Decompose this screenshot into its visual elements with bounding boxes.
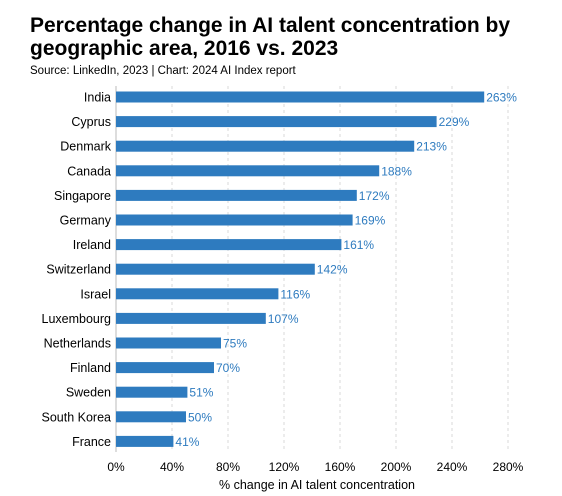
bar — [116, 116, 437, 128]
bar — [116, 435, 174, 447]
category-label: France — [72, 435, 111, 449]
bar — [116, 386, 188, 398]
bar — [116, 189, 357, 201]
value-label: 188% — [381, 164, 412, 178]
x-axis-ticks: 0% 40% 80% 120% 160% 200% 240% 280% — [107, 460, 523, 474]
bar — [116, 91, 485, 103]
category-label: India — [84, 91, 111, 105]
bar — [116, 140, 415, 152]
category-label: Cyprus — [71, 115, 111, 129]
bar — [116, 288, 279, 300]
x-tick-label: 0% — [107, 460, 125, 474]
x-tick-label: 200% — [381, 460, 412, 474]
value-label: 172% — [359, 189, 390, 203]
x-tick-label: 160% — [325, 460, 356, 474]
x-tick-label: 240% — [437, 460, 468, 474]
value-label: 229% — [439, 115, 470, 129]
category-label: Netherlands — [44, 337, 111, 351]
x-tick-label: 280% — [493, 460, 524, 474]
category-labels: India Cyprus Denmark Canada Singapore Germany… — [42, 91, 112, 449]
value-label: 263% — [486, 91, 517, 105]
bar — [116, 362, 214, 374]
value-label: 50% — [188, 410, 212, 424]
x-axis-title: % change in AI talent concentration — [219, 478, 415, 492]
category-label: Denmark — [60, 140, 111, 154]
value-label: 41% — [175, 435, 199, 449]
category-label: Israel — [80, 287, 111, 301]
category-label: Germany — [60, 214, 112, 228]
value-label: 70% — [216, 361, 240, 375]
value-label: 116% — [280, 287, 310, 301]
x-tick-label: 120% — [269, 460, 300, 474]
category-label: Canada — [67, 164, 111, 178]
chart-title: Percentage change in AI talent concentra… — [30, 14, 510, 60]
x-tick-label: 40% — [160, 460, 184, 474]
category-label: Singapore — [54, 189, 111, 203]
bar — [116, 337, 221, 349]
value-label: 75% — [223, 337, 247, 351]
category-label: South Korea — [42, 410, 112, 424]
bar — [116, 411, 186, 423]
value-label: 142% — [317, 263, 348, 277]
value-labels: 263% 229% 213% 188% 172% 169% 161% 142% 116% 107%… — [175, 91, 517, 449]
category-label: Luxembourg — [42, 312, 112, 326]
value-label: 213% — [416, 140, 447, 154]
value-label: 51% — [189, 386, 213, 400]
category-label: Ireland — [73, 238, 111, 252]
bar — [116, 239, 342, 251]
bar — [116, 263, 315, 275]
value-label: 107% — [268, 312, 299, 326]
chart-source: Source: LinkedIn, 2023 | Chart: 2024 AI … — [30, 65, 296, 77]
bar — [116, 165, 380, 177]
value-label: 161% — [343, 238, 374, 252]
bar — [116, 214, 353, 226]
category-label: Switzerland — [46, 263, 111, 277]
category-label: Finland — [70, 361, 111, 375]
category-label: Sweden — [66, 386, 111, 400]
bar — [116, 312, 266, 324]
value-label: 169% — [355, 214, 386, 228]
x-tick-label: 80% — [216, 460, 240, 474]
bars — [116, 91, 485, 447]
